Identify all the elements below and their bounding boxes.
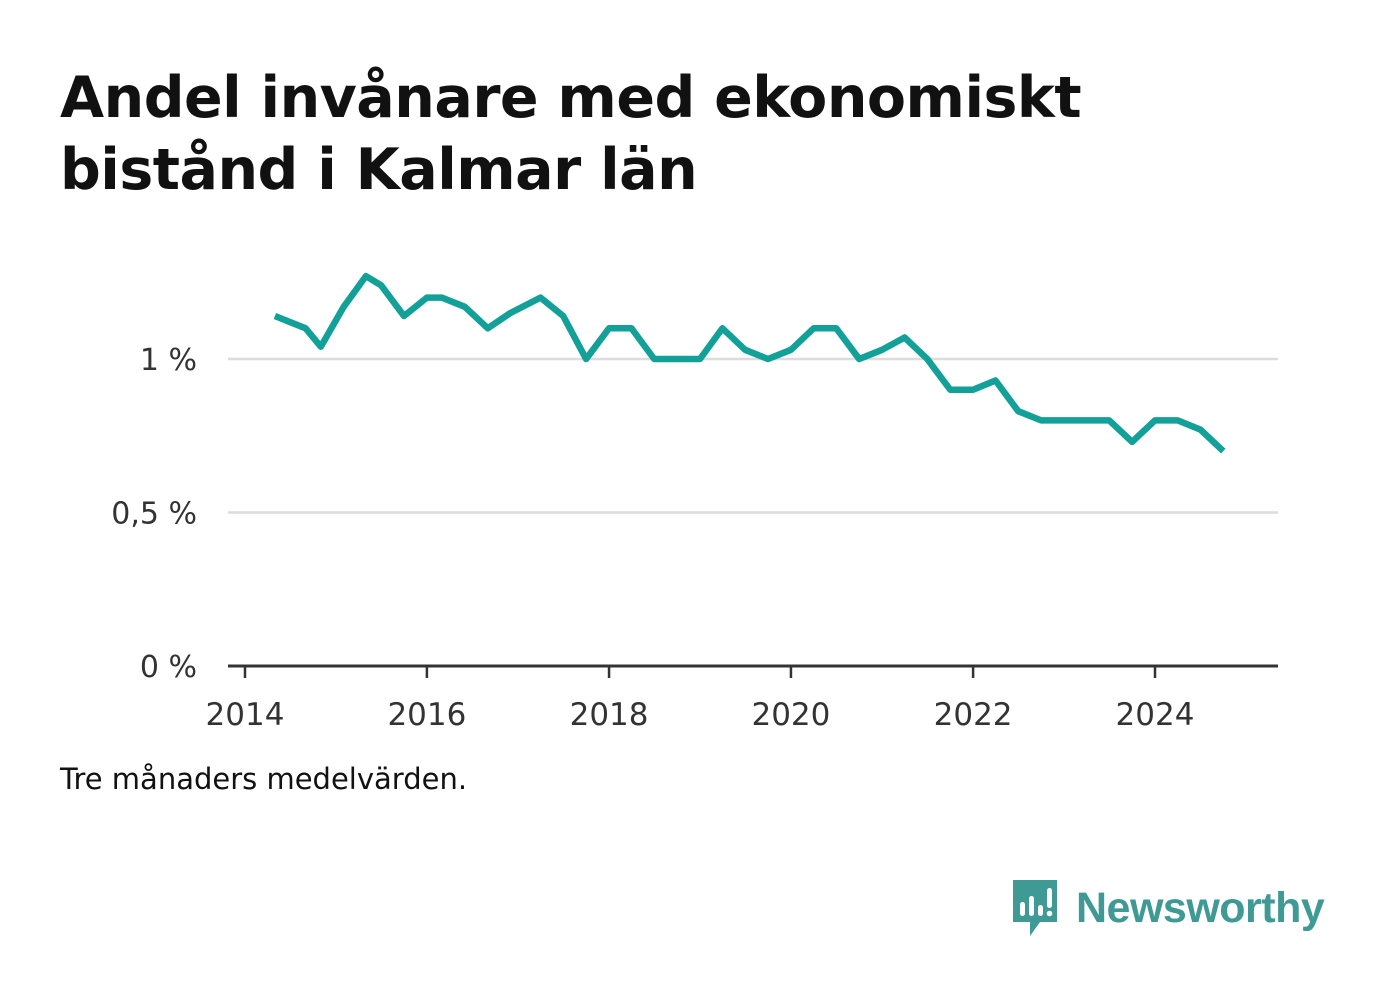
x-tick-label: 2014 — [206, 697, 285, 733]
x-tick-label: 2024 — [1116, 697, 1195, 733]
title-line-2: bistånd i Kalmar län — [60, 137, 698, 203]
y-tick-label: 0 % — [140, 650, 197, 685]
series-line — [273, 272, 1226, 454]
x-tick-label: 2020 — [751, 697, 830, 733]
newsworthy-logo-icon — [1013, 880, 1057, 936]
brand-name: Newsworthy — [1076, 883, 1325, 932]
title-line-1: Andel invånare med ekonomiskt — [60, 65, 1082, 131]
x-tick-label: 2016 — [387, 697, 466, 733]
x-tick-label: 2022 — [934, 697, 1013, 733]
y-tick-label: 0,5 % — [111, 497, 197, 532]
chart-footnote: Tre månaders medelvärden. — [60, 762, 468, 796]
brand-logo: Newsworthy — [1010, 878, 1325, 938]
y-tick-label: 1 % — [140, 343, 197, 378]
x-tick-label: 2018 — [570, 697, 649, 733]
chart-title: Andel invånare med ekonomiskt bistånd i … — [60, 62, 1260, 206]
